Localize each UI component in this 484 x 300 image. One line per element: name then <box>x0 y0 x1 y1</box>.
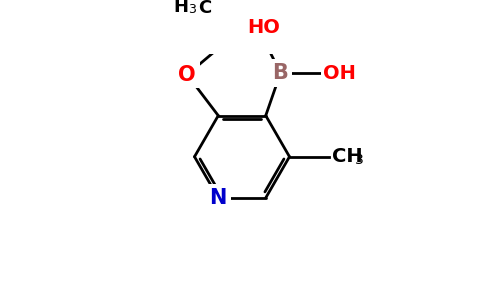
Text: O: O <box>178 64 196 85</box>
Text: 3: 3 <box>355 153 364 167</box>
Text: C: C <box>198 0 211 17</box>
Text: B: B <box>272 63 288 83</box>
Text: HO: HO <box>248 18 281 37</box>
Text: OH: OH <box>323 64 356 83</box>
Text: N: N <box>210 188 227 208</box>
Text: CH: CH <box>332 147 363 166</box>
Text: 3: 3 <box>188 3 196 16</box>
Text: H: H <box>173 0 188 16</box>
